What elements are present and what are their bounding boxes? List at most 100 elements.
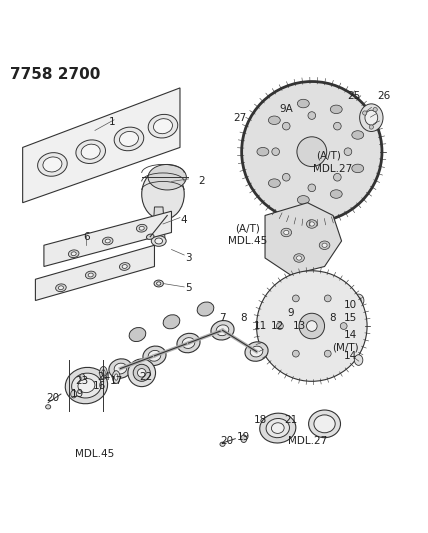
Ellipse shape (281, 228, 291, 237)
Ellipse shape (365, 110, 378, 125)
Text: 8: 8 (330, 312, 336, 322)
Ellipse shape (260, 413, 296, 443)
Ellipse shape (65, 367, 107, 403)
Ellipse shape (115, 374, 118, 380)
Ellipse shape (102, 369, 105, 376)
Ellipse shape (369, 125, 374, 129)
Text: (M/T): (M/T) (333, 342, 359, 352)
Ellipse shape (284, 230, 289, 235)
Ellipse shape (299, 313, 324, 339)
Text: 7758 2700: 7758 2700 (10, 67, 100, 82)
Ellipse shape (182, 337, 195, 349)
Ellipse shape (330, 190, 342, 198)
Text: 22: 22 (140, 372, 153, 382)
Ellipse shape (373, 108, 377, 112)
Text: 23: 23 (76, 376, 89, 386)
Ellipse shape (163, 315, 180, 329)
Ellipse shape (128, 359, 155, 386)
Ellipse shape (333, 122, 341, 130)
Text: 14: 14 (343, 329, 357, 340)
Text: 20: 20 (46, 393, 59, 403)
Ellipse shape (177, 333, 200, 353)
Ellipse shape (148, 115, 178, 138)
Ellipse shape (271, 423, 284, 433)
Polygon shape (152, 207, 165, 241)
Text: 24: 24 (97, 372, 110, 382)
Ellipse shape (148, 165, 186, 190)
Circle shape (256, 271, 367, 381)
Text: 19: 19 (237, 432, 250, 441)
Ellipse shape (268, 116, 280, 125)
Ellipse shape (241, 435, 247, 442)
Ellipse shape (306, 321, 317, 332)
Ellipse shape (113, 370, 120, 383)
Ellipse shape (324, 295, 331, 302)
Text: 9: 9 (287, 308, 294, 318)
Ellipse shape (353, 294, 364, 307)
Ellipse shape (151, 236, 166, 246)
Text: 12: 12 (271, 321, 285, 331)
Ellipse shape (324, 350, 331, 357)
Ellipse shape (266, 418, 289, 438)
Text: MDL.45: MDL.45 (75, 449, 115, 458)
Ellipse shape (333, 173, 341, 181)
Ellipse shape (86, 271, 96, 279)
Text: 25: 25 (348, 92, 361, 101)
Ellipse shape (148, 350, 161, 361)
Text: (A/T): (A/T) (235, 223, 261, 233)
Ellipse shape (354, 355, 363, 365)
Ellipse shape (297, 256, 302, 260)
Ellipse shape (292, 295, 299, 302)
Text: 8: 8 (241, 312, 247, 322)
Text: MDL.27: MDL.27 (313, 164, 353, 174)
Ellipse shape (352, 131, 364, 139)
Ellipse shape (220, 442, 225, 446)
Ellipse shape (297, 99, 309, 108)
Text: 26: 26 (377, 92, 391, 101)
Ellipse shape (154, 280, 163, 287)
Ellipse shape (71, 390, 77, 398)
Ellipse shape (216, 325, 229, 336)
Ellipse shape (297, 137, 327, 167)
Ellipse shape (154, 119, 172, 134)
Ellipse shape (344, 148, 352, 156)
Ellipse shape (197, 302, 214, 316)
Text: 3: 3 (185, 253, 192, 263)
Polygon shape (265, 203, 342, 275)
Ellipse shape (250, 346, 263, 357)
Ellipse shape (322, 243, 327, 247)
Ellipse shape (137, 224, 147, 232)
Ellipse shape (76, 140, 105, 164)
Ellipse shape (56, 284, 66, 292)
Ellipse shape (314, 415, 335, 433)
Ellipse shape (276, 322, 283, 329)
Text: 21: 21 (284, 415, 297, 425)
Ellipse shape (38, 152, 67, 176)
Text: 5: 5 (185, 283, 192, 293)
Text: 19: 19 (71, 389, 85, 399)
Text: 17: 17 (110, 376, 123, 386)
Ellipse shape (356, 297, 361, 304)
Ellipse shape (268, 179, 280, 188)
Text: 6: 6 (83, 232, 90, 242)
Ellipse shape (58, 286, 63, 290)
Ellipse shape (119, 132, 139, 147)
Text: 18: 18 (254, 415, 268, 425)
Ellipse shape (319, 241, 330, 249)
Text: 14: 14 (343, 351, 357, 361)
Ellipse shape (245, 342, 268, 361)
Text: 2: 2 (198, 176, 205, 187)
Ellipse shape (330, 105, 342, 114)
Ellipse shape (282, 173, 290, 181)
Ellipse shape (114, 127, 144, 151)
Ellipse shape (68, 250, 79, 257)
Ellipse shape (306, 220, 317, 228)
Ellipse shape (133, 364, 150, 381)
Text: 20: 20 (220, 436, 233, 446)
Ellipse shape (157, 282, 161, 285)
Text: 10: 10 (344, 300, 357, 310)
Text: MDL.45: MDL.45 (229, 236, 268, 246)
Ellipse shape (105, 239, 110, 243)
Ellipse shape (340, 322, 347, 329)
Ellipse shape (102, 237, 113, 245)
